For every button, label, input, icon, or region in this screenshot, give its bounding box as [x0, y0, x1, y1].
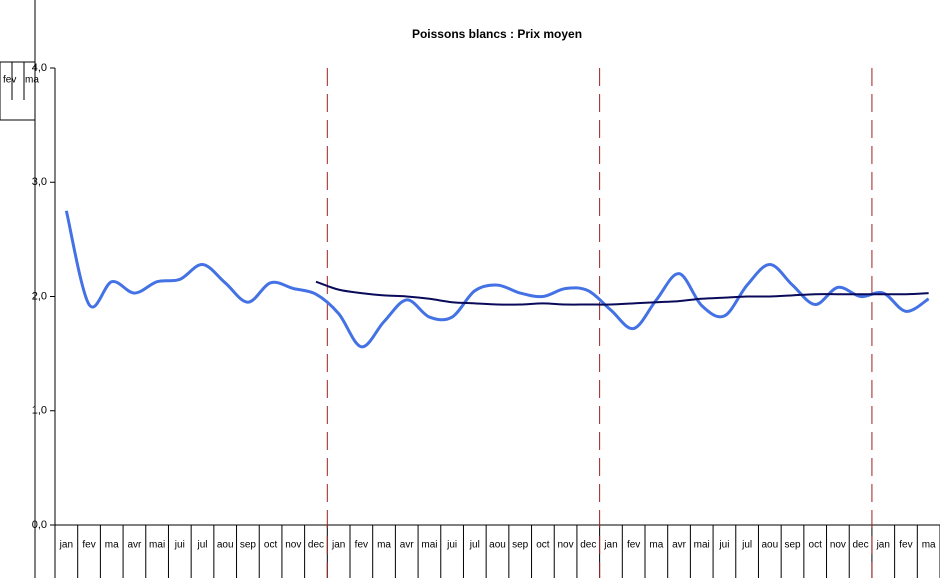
x-tick-label: dec: [580, 540, 596, 551]
x-tick-label: sep: [512, 540, 529, 551]
x-tick-label: aou: [217, 540, 234, 551]
x-tick-label: jan: [603, 540, 617, 551]
x-tick-label: ma: [105, 540, 119, 551]
x-tick-label: avr: [400, 540, 415, 551]
x-tick-label: fev: [627, 540, 640, 551]
y-tick-label: 2,0: [32, 290, 47, 302]
x-tick-label: jan: [876, 540, 890, 551]
x-tick-label: ma: [649, 540, 663, 551]
x-tick-label: fev: [899, 540, 912, 551]
y-tick-label: 3,0: [32, 176, 47, 188]
overlay-label: ma: [25, 75, 39, 86]
x-tick-label: dec: [308, 540, 324, 551]
x-tick-label: jan: [59, 540, 73, 551]
x-tick-label: avr: [672, 540, 687, 551]
x-tick-label: oct: [809, 540, 823, 551]
x-tick-label: oct: [264, 540, 278, 551]
y-tick-label: 1,0: [32, 405, 47, 417]
x-tick-label: jan: [331, 540, 345, 551]
y-tick-label: 0,0: [32, 519, 47, 531]
x-tick-label: sep: [784, 540, 801, 551]
x-tick-label: fev: [82, 540, 95, 551]
x-tick-label: jui: [446, 540, 457, 551]
x-tick-label: jui: [718, 540, 729, 551]
x-tick-label: sep: [240, 540, 257, 551]
x-tick-label: ma: [922, 540, 936, 551]
y-tick-label: 4,0: [32, 62, 47, 74]
x-tick-label: nov: [558, 540, 574, 551]
x-tick-label: nov: [285, 540, 301, 551]
x-tick-label: jui: [174, 540, 185, 551]
series-line: [315, 280, 929, 306]
overlay-box: [0, 61, 36, 121]
x-tick-label: jul: [741, 540, 752, 551]
chart-title: Poissons blancs : Prix moyen: [412, 27, 582, 41]
x-tick-label: avr: [127, 540, 142, 551]
overlay-label: fev: [3, 75, 16, 86]
x-tick-label: ma: [377, 540, 391, 551]
x-tick-label: nov: [830, 540, 846, 551]
x-tick-label: jul: [196, 540, 207, 551]
x-tick-label: fev: [355, 540, 368, 551]
x-tick-label: jul: [469, 540, 480, 551]
x-tick-label: aou: [489, 540, 506, 551]
x-tick-label: mai: [421, 540, 437, 551]
x-tick-label: oct: [536, 540, 550, 551]
x-tick-label: aou: [761, 540, 778, 551]
x-tick-label: mai: [694, 540, 710, 551]
x-tick-label: dec: [853, 540, 869, 551]
x-tick-label: mai: [149, 540, 165, 551]
series-line: [64, 210, 930, 349]
